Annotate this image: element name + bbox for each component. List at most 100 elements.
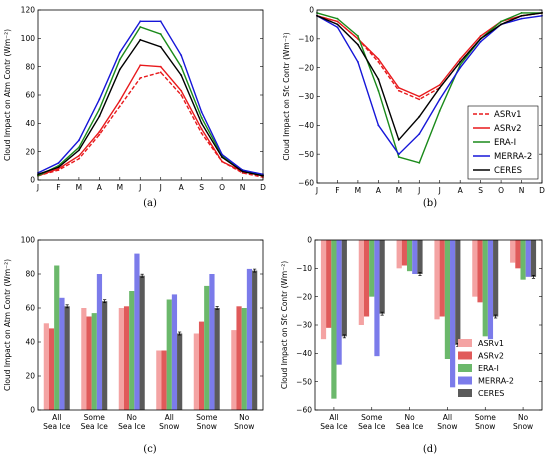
bar-merra-2: [412, 240, 418, 274]
panel-label: (b): [423, 198, 437, 209]
data-point: [221, 160, 223, 163]
x-tick-label: N: [240, 183, 246, 192]
data-point: [500, 20, 502, 23]
x-tick-label: M: [355, 186, 361, 195]
panel-label: (c): [143, 444, 157, 455]
data-point: [139, 20, 142, 23]
data-point: [118, 99, 121, 102]
y-tick-label: 60: [25, 91, 35, 100]
x-tick-label: A: [97, 183, 103, 192]
category-label: All: [165, 413, 174, 422]
legend-label: ASRv1: [478, 339, 504, 348]
y-tick-label: 0: [30, 406, 35, 415]
y-tick-label: 40: [25, 119, 35, 128]
legend-swatch: [458, 376, 472, 385]
data-point: [200, 132, 203, 135]
bar-asrv2: [363, 240, 370, 317]
bar-merra-2: [171, 294, 178, 410]
data-point: [479, 35, 482, 37]
category-label: Some: [84, 413, 106, 422]
bar-ceres: [177, 333, 183, 410]
series-ceres: [316, 11, 543, 142]
bar-asrv1: [156, 350, 162, 410]
series-merra-2: [37, 20, 264, 176]
y-tick-label: 80: [25, 62, 35, 71]
x-tick-label: M: [396, 186, 402, 195]
series-era-i: [37, 26, 264, 177]
y-axis-label: Cloud Impact on Atm Contr (Wm⁻²): [3, 29, 12, 161]
bar-era-i: [91, 313, 97, 410]
data-point: [159, 20, 162, 23]
category-label: Some: [475, 413, 497, 422]
data-point: [479, 37, 482, 40]
bar-asrv2: [48, 328, 55, 410]
bar-era-i: [520, 240, 526, 280]
data-point: [118, 68, 121, 71]
series-asrv2: [316, 11, 543, 98]
data-point: [180, 54, 183, 57]
data-point: [180, 74, 183, 77]
data-point: [336, 23, 339, 26]
data-point: [180, 89, 183, 92]
bar-ceres: [493, 240, 499, 317]
x-tick-label: J: [438, 186, 441, 195]
data-point: [200, 116, 203, 119]
legend-label: MERRA-2: [494, 152, 532, 162]
x-tick-label: F: [335, 186, 339, 195]
bar-era-i: [166, 299, 172, 410]
bar-merra-2: [246, 268, 253, 410]
category-label: Snow: [234, 422, 254, 431]
data-point: [139, 77, 142, 79]
x-tick-label: S: [199, 183, 204, 192]
x-tick-label: J: [36, 183, 39, 192]
y-axis-label: Cloud Impact on Sfc Contr (Wm⁻²): [282, 32, 291, 160]
y-tick-label: 0: [309, 6, 314, 15]
data-point: [98, 98, 101, 101]
bar-ceres: [417, 240, 423, 274]
bar-merra-2: [487, 240, 494, 340]
category-label: Sea Ice: [320, 422, 348, 431]
panel-2: 0 −10 −20 −30 −40 −50 −60 Cloud Impact on Sfc C…: [282, 6, 545, 195]
category-label: No: [404, 413, 415, 422]
data-point: [336, 17, 339, 20]
bar-merra-2: [209, 274, 215, 410]
data-point: [397, 86, 400, 89]
bar-asrv2: [515, 240, 521, 269]
y-axis-label: Cloud Impact on Atm Contr (Wm⁻²): [3, 259, 12, 391]
y-tick-label: 120: [21, 6, 36, 15]
bar-merra-2: [134, 253, 140, 410]
plot-frame: [314, 239, 543, 411]
panel-label: (a): [143, 198, 157, 209]
series-line: [37, 26, 264, 177]
data-point: [118, 105, 121, 108]
y-tick-label: 20: [25, 372, 35, 381]
series-era-i: [316, 11, 543, 164]
data-point: [78, 149, 80, 152]
data-point: [159, 71, 162, 74]
bar-era-i: [369, 240, 375, 297]
data-point: [180, 94, 183, 96]
panel-3: 0 20 40 60 80 100 Cloud Impact on Atm Contr (W…: [3, 236, 264, 431]
data-point: [520, 14, 523, 17]
bar-asrv1: [358, 240, 364, 325]
panel-1: 0 20 40 60 80 100 120 Cloud Impact on Atm Contr…: [3, 6, 266, 192]
category-label: All: [443, 413, 452, 422]
data-point: [118, 58, 121, 61]
bar-asrv1: [43, 323, 49, 410]
data-point: [336, 20, 339, 23]
bar-asrv1: [320, 240, 327, 340]
bar-ceres: [139, 275, 145, 410]
category-label: Some: [361, 413, 383, 422]
y-tick-label: −50: [298, 150, 314, 159]
plot-frame: [37, 9, 264, 181]
panel-4: 0 −10 −20 −30 −40 −50 −60 Cloud Impact on Sfc C…: [280, 236, 543, 431]
bar-era-i: [406, 240, 413, 272]
bar-era-i: [331, 240, 337, 399]
x-tick-label: O: [498, 186, 504, 195]
data-point: [221, 156, 223, 159]
data-point: [377, 58, 380, 60]
data-point: [438, 84, 441, 86]
data-point: [479, 40, 482, 43]
bar-era-i: [444, 240, 451, 359]
data-point: [180, 65, 183, 68]
